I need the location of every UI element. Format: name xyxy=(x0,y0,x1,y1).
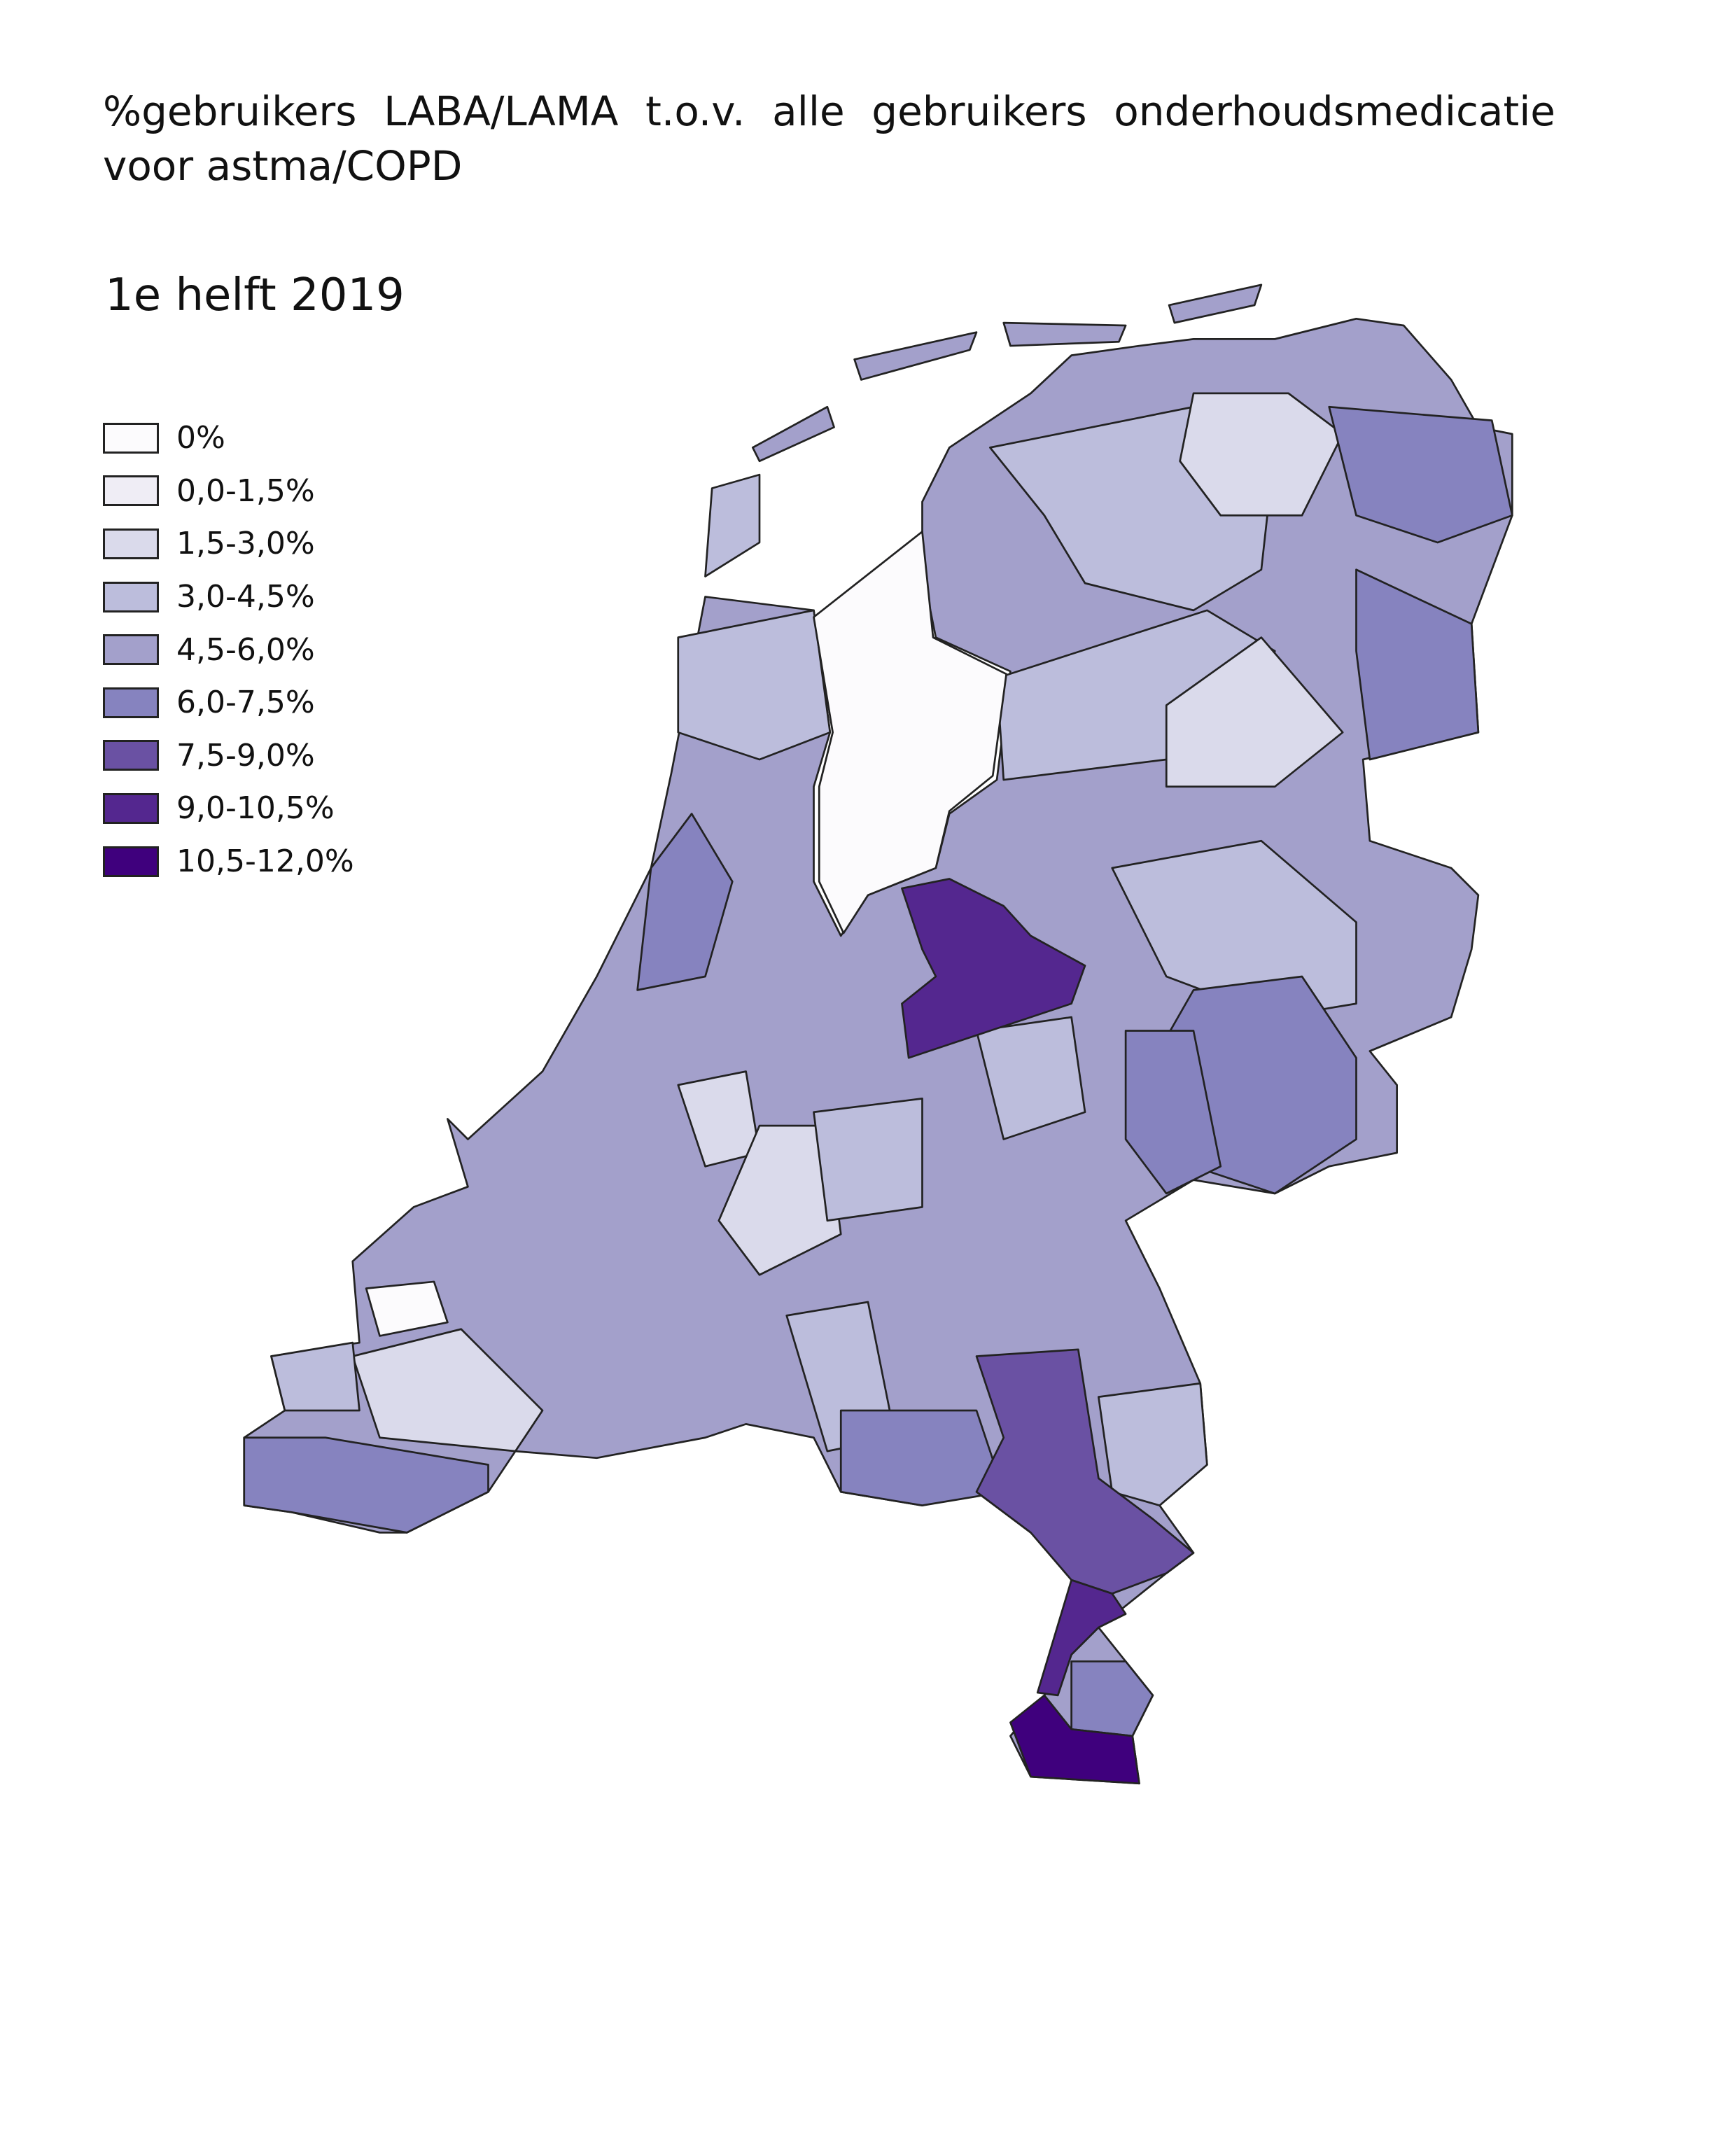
legend-label: 6,0-7,5% xyxy=(176,685,315,721)
legend-label: 3,0-4,5% xyxy=(176,579,315,615)
island xyxy=(1168,284,1263,324)
region xyxy=(677,609,832,761)
legend-item: 9,0-10,5% xyxy=(103,782,354,835)
legend-label: 10,5-12,0% xyxy=(176,844,354,880)
region xyxy=(1355,568,1480,761)
legend-swatch xyxy=(103,475,159,507)
legend-item: 0,0-1,5% xyxy=(103,465,354,518)
legend-swatch xyxy=(103,422,159,454)
region xyxy=(1165,636,1344,788)
map-regions xyxy=(243,284,1513,1785)
region xyxy=(813,1098,923,1222)
legend-label: 1,5-3,0% xyxy=(176,526,315,562)
legend-item: 4,5-6,0% xyxy=(103,623,354,676)
region xyxy=(351,1328,544,1452)
legend-swatch xyxy=(103,687,159,718)
region xyxy=(1124,1030,1222,1195)
legend-swatch xyxy=(103,634,159,666)
legend-label: 7,5-9,0% xyxy=(176,737,315,774)
legend-label: 0% xyxy=(176,420,225,456)
island xyxy=(704,473,761,578)
legend-item: 6,0-7,5% xyxy=(103,676,354,729)
region xyxy=(975,1016,1086,1140)
legend-item: 10,5-12,0% xyxy=(103,835,354,888)
legend-swatch xyxy=(103,581,159,612)
island xyxy=(751,405,835,463)
region xyxy=(636,813,734,991)
region xyxy=(1009,1694,1140,1785)
region xyxy=(1179,392,1344,517)
legend-item: 0% xyxy=(103,412,354,465)
legend: 0% 0,0-1,5% 1,5-3,0% 3,0-4,5% 4,5-6,0% 6,0-7,… xyxy=(103,412,354,888)
legend-swatch xyxy=(103,846,159,877)
region xyxy=(1111,839,1357,1018)
legend-item: 1,5-3,0% xyxy=(103,517,354,570)
island xyxy=(853,331,978,381)
region xyxy=(1036,1578,1127,1697)
title: %gebruikers LABA/LAMA t.o.v. alle gebrui… xyxy=(103,88,1555,190)
region xyxy=(901,878,1086,1059)
legend-item: 7,5-9,0% xyxy=(103,729,354,783)
legend-swatch xyxy=(103,740,159,771)
legend-swatch xyxy=(103,528,159,559)
region xyxy=(1070,1660,1154,1737)
region xyxy=(1098,1382,1208,1506)
legend-swatch xyxy=(103,792,159,824)
region xyxy=(1328,405,1513,544)
legend-item: 3,0-4,5% xyxy=(103,570,354,624)
subtitle: 1e helft 2019 xyxy=(105,270,405,321)
region xyxy=(270,1341,360,1412)
island xyxy=(1002,321,1127,347)
water xyxy=(365,1280,449,1337)
region xyxy=(243,1436,489,1534)
water xyxy=(813,531,1007,934)
region xyxy=(975,1348,1195,1595)
legend-label: 9,0-10,5% xyxy=(176,790,335,827)
legend-label: 0,0-1,5% xyxy=(176,472,315,509)
region xyxy=(839,1409,1005,1506)
legend-label: 4,5-6,0% xyxy=(176,631,315,668)
